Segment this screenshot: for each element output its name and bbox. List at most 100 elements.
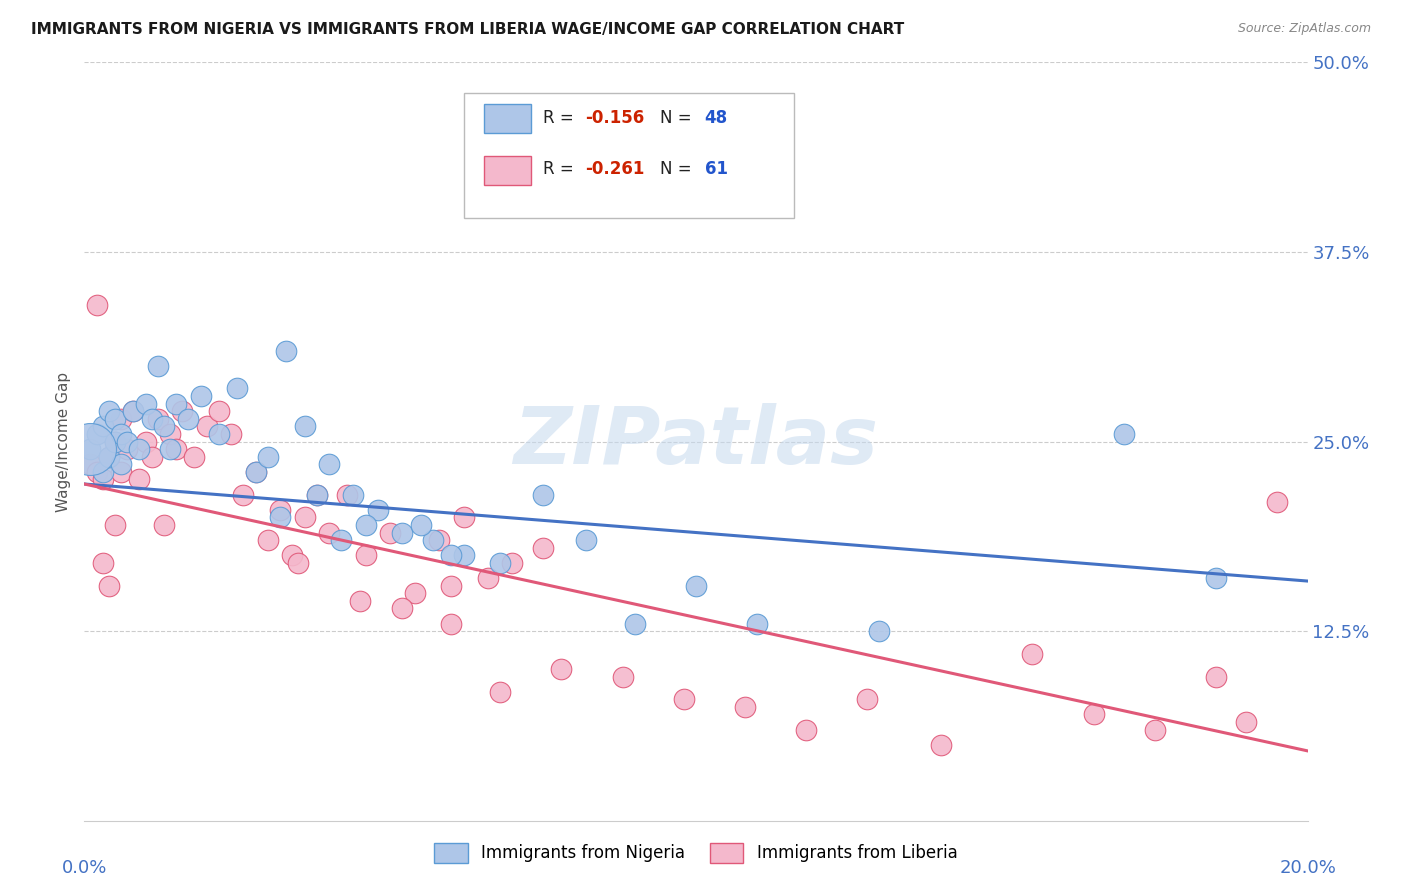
Text: N =: N = bbox=[661, 161, 697, 178]
Text: 0.0%: 0.0% bbox=[62, 858, 107, 877]
Point bbox=[453, 510, 475, 524]
Point bbox=[97, 450, 120, 464]
Point bbox=[453, 548, 475, 563]
Bar bbox=[484, 104, 531, 133]
Point bbox=[110, 412, 132, 426]
Text: N =: N = bbox=[661, 109, 697, 127]
Point bbox=[489, 556, 512, 570]
Point bbox=[226, 382, 249, 396]
Y-axis label: Wage/Income Gap: Wage/Income Gap bbox=[56, 371, 72, 512]
Text: 20.0%: 20.0% bbox=[1279, 858, 1336, 877]
FancyBboxPatch shape bbox=[464, 93, 794, 218]
Text: Source: ZipAtlas.com: Source: ZipAtlas.com bbox=[1237, 22, 1371, 36]
Text: R =: R = bbox=[543, 109, 579, 127]
Point bbox=[685, 579, 707, 593]
Point bbox=[91, 473, 114, 487]
Point bbox=[672, 692, 695, 706]
Point bbox=[195, 419, 218, 434]
Text: 61: 61 bbox=[704, 161, 727, 178]
Point bbox=[91, 419, 114, 434]
Point bbox=[349, 594, 371, 608]
Point bbox=[86, 427, 108, 442]
Point bbox=[477, 571, 499, 585]
Point bbox=[1021, 647, 1043, 661]
Point bbox=[79, 442, 101, 457]
Point bbox=[86, 298, 108, 312]
Point bbox=[110, 427, 132, 442]
Point bbox=[354, 548, 377, 563]
Point bbox=[391, 525, 413, 540]
Point bbox=[427, 533, 450, 548]
Point bbox=[330, 533, 353, 548]
Point bbox=[305, 487, 328, 501]
Point bbox=[1236, 715, 1258, 730]
Point bbox=[612, 669, 634, 683]
Point bbox=[115, 442, 138, 457]
Point bbox=[318, 525, 340, 540]
Text: -0.261: -0.261 bbox=[585, 161, 644, 178]
Point bbox=[97, 450, 120, 464]
Point bbox=[367, 503, 389, 517]
Point bbox=[440, 548, 463, 563]
Point bbox=[104, 434, 127, 449]
Point bbox=[177, 412, 200, 426]
Text: -0.156: -0.156 bbox=[585, 109, 644, 127]
Point bbox=[276, 343, 298, 358]
Point bbox=[929, 738, 952, 752]
Point bbox=[128, 442, 150, 457]
Point bbox=[86, 465, 108, 479]
Point bbox=[122, 404, 145, 418]
Point bbox=[104, 434, 127, 449]
Point bbox=[1114, 427, 1136, 442]
Point bbox=[257, 533, 280, 548]
Point bbox=[135, 434, 157, 449]
Point bbox=[79, 442, 101, 457]
Point bbox=[342, 487, 364, 501]
Point bbox=[747, 616, 769, 631]
Point bbox=[91, 465, 114, 479]
Point bbox=[146, 359, 169, 373]
Point bbox=[79, 458, 101, 472]
Point bbox=[856, 692, 879, 706]
Point bbox=[1143, 723, 1166, 737]
Point bbox=[1265, 495, 1288, 509]
Point bbox=[391, 601, 413, 615]
Point bbox=[257, 450, 280, 464]
Point bbox=[409, 517, 432, 532]
Point bbox=[294, 510, 316, 524]
Point bbox=[422, 533, 444, 548]
Point bbox=[550, 662, 572, 676]
Point bbox=[141, 450, 163, 464]
Point bbox=[502, 556, 524, 570]
Point bbox=[97, 404, 120, 418]
Point bbox=[232, 487, 254, 501]
Point bbox=[287, 556, 309, 570]
Point bbox=[91, 556, 114, 570]
Point bbox=[159, 442, 181, 457]
Point bbox=[624, 616, 647, 631]
Point bbox=[440, 579, 463, 593]
Point bbox=[245, 465, 267, 479]
Point bbox=[115, 434, 138, 449]
Point bbox=[336, 487, 359, 501]
Point bbox=[294, 419, 316, 434]
Point bbox=[190, 389, 212, 403]
Point bbox=[281, 548, 304, 563]
Point bbox=[208, 404, 231, 418]
Point bbox=[172, 404, 194, 418]
Text: IMMIGRANTS FROM NIGERIA VS IMMIGRANTS FROM LIBERIA WAGE/INCOME GAP CORRELATION C: IMMIGRANTS FROM NIGERIA VS IMMIGRANTS FR… bbox=[31, 22, 904, 37]
Point bbox=[269, 510, 291, 524]
Point bbox=[153, 419, 176, 434]
Point bbox=[183, 450, 205, 464]
Point bbox=[122, 404, 145, 418]
Point bbox=[1205, 571, 1227, 585]
Point bbox=[165, 442, 187, 457]
Point bbox=[489, 685, 512, 699]
Text: ZIPatlas: ZIPatlas bbox=[513, 402, 879, 481]
Point bbox=[305, 487, 328, 501]
Legend: Immigrants from Nigeria, Immigrants from Liberia: Immigrants from Nigeria, Immigrants from… bbox=[427, 837, 965, 869]
Point bbox=[245, 465, 267, 479]
Point bbox=[128, 473, 150, 487]
Point bbox=[97, 579, 120, 593]
Point bbox=[1205, 669, 1227, 683]
